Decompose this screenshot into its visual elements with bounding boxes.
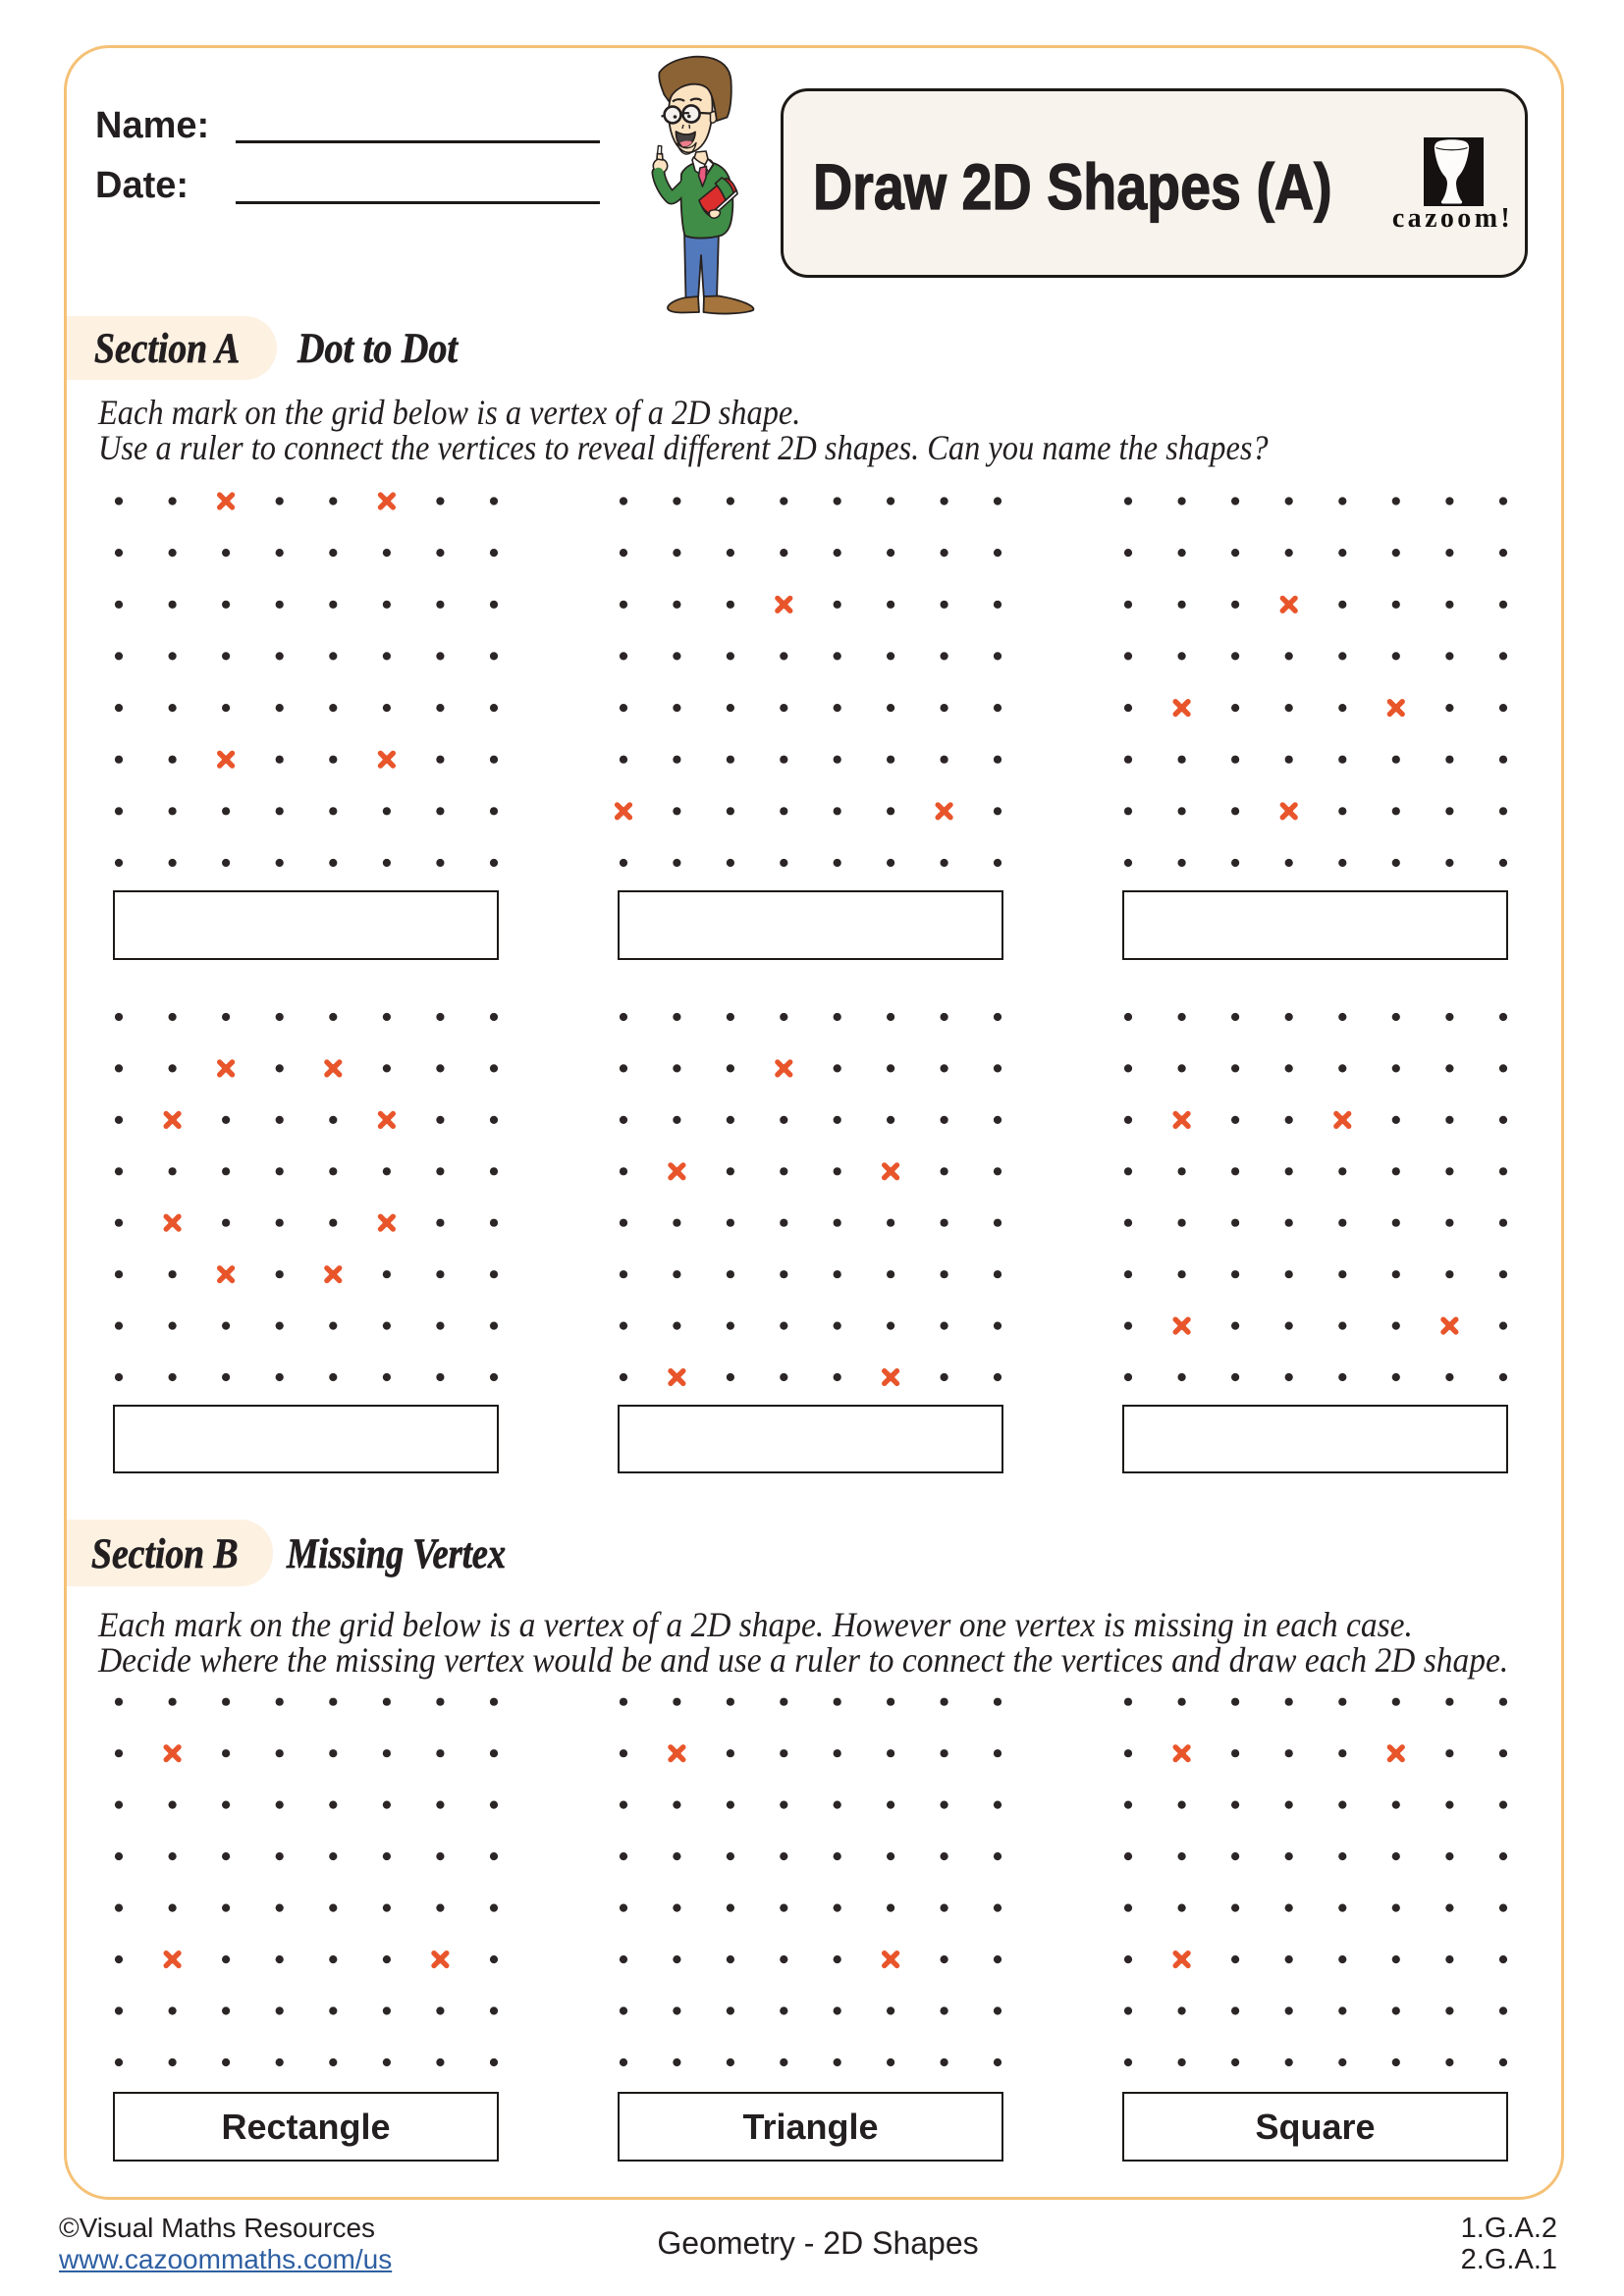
svg-text:cazoom!: cazoom! bbox=[1392, 203, 1513, 234]
